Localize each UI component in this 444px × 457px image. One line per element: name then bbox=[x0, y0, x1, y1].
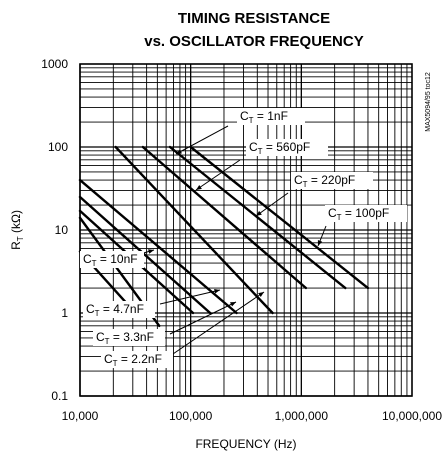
annotation-arrowhead bbox=[214, 288, 220, 294]
chart-title-line1: TIMING RESISTANCE bbox=[178, 10, 330, 27]
callout-background bbox=[80, 251, 144, 268]
series-line bbox=[168, 145, 347, 290]
callout-background bbox=[246, 139, 328, 156]
y-tick-label: 10 bbox=[55, 223, 69, 237]
series-line bbox=[189, 145, 370, 290]
annotation-pointer-line bbox=[175, 125, 229, 155]
callout-background bbox=[325, 205, 407, 222]
series-line bbox=[114, 145, 274, 315]
callout-background bbox=[93, 329, 165, 346]
annotation-arrowhead bbox=[196, 184, 202, 190]
annotation-arrowhead bbox=[148, 249, 154, 254]
callout-label: CT = 220pF bbox=[294, 173, 355, 189]
series-line bbox=[78, 178, 238, 315]
callout-label: CT = 560pF bbox=[249, 140, 310, 156]
callout-label: CT = 3.3nF bbox=[96, 330, 154, 346]
series-line bbox=[141, 145, 308, 290]
callout-label: CT = 4.7nF bbox=[86, 302, 144, 318]
x-tick-label: 100,000 bbox=[169, 409, 213, 423]
callout-label: CT = 1nF bbox=[240, 109, 288, 125]
x-tick-label: 1,000,000 bbox=[275, 409, 329, 423]
annotation-pointer-line bbox=[159, 289, 221, 305]
callout-background bbox=[101, 351, 173, 368]
x-axis-label: FREQUENCY (Hz) bbox=[195, 437, 296, 451]
annotation-pointer-line bbox=[169, 291, 265, 357]
callout-label: CT = 100pF bbox=[328, 206, 389, 222]
y-tick-label: 100 bbox=[48, 140, 68, 154]
annotation-arrowhead bbox=[317, 240, 323, 246]
curve-callouts: CT = 1nF CT = 560pF CT = 220pF CT = 100pF CT… bbox=[80, 108, 407, 368]
callout-background bbox=[237, 108, 305, 125]
plot-curves bbox=[78, 145, 370, 328]
annotation-pointer-line bbox=[195, 159, 241, 191]
annotation-pointer-line bbox=[255, 192, 289, 217]
callout-label: CT = 10nF bbox=[83, 252, 138, 268]
callout-label: CT = 2.2nF bbox=[104, 352, 162, 368]
y-tick-label: 0.1 bbox=[51, 389, 68, 403]
x-tick-label: 10,000 bbox=[62, 409, 99, 423]
y-tick-label: 1 bbox=[61, 306, 68, 320]
y-tick-label: 1000 bbox=[41, 57, 68, 71]
callout-background bbox=[83, 301, 155, 318]
annotation-arrowhead bbox=[256, 210, 262, 216]
annotation-arrowhead bbox=[176, 149, 182, 154]
y-tick-labels: 0.1 1 10 100 1000 bbox=[41, 57, 68, 403]
series-line bbox=[78, 195, 212, 315]
annotation-pointer-line bbox=[169, 301, 237, 335]
annotation-arrowhead bbox=[230, 302, 236, 307]
plot-frame bbox=[79, 63, 413, 397]
chart-title-line2: vs. OSCILLATOR FREQUENCY bbox=[144, 33, 363, 50]
y-axis-label: RT (kΩ) bbox=[9, 210, 25, 250]
annotation-pointers bbox=[125, 125, 327, 357]
callout-background bbox=[291, 172, 373, 189]
annotation-arrowhead bbox=[258, 292, 264, 298]
x-tick-label: 10,000,000 bbox=[382, 409, 442, 423]
x-tick-labels: 10,000 100,000 1,000,000 10,000,000 bbox=[62, 409, 443, 423]
chart-watermark: MAX5094/95 toc12 bbox=[425, 72, 432, 132]
